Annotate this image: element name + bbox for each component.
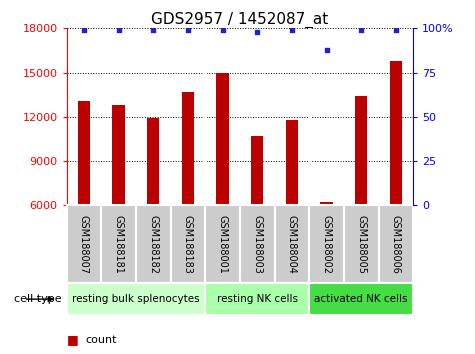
- Bar: [390, 61, 402, 205]
- Text: GSM188002: GSM188002: [322, 215, 332, 274]
- Text: GSM188003: GSM188003: [252, 215, 262, 274]
- Text: GSM188005: GSM188005: [356, 215, 366, 274]
- Bar: [101, 205, 136, 283]
- Bar: [182, 92, 194, 205]
- Bar: [147, 118, 159, 205]
- Text: activated NK cells: activated NK cells: [314, 294, 408, 304]
- Bar: [205, 283, 309, 315]
- Bar: [113, 105, 124, 205]
- Bar: [136, 205, 171, 283]
- Bar: [286, 120, 298, 205]
- Text: resting bulk splenocytes: resting bulk splenocytes: [72, 294, 200, 304]
- Point: [115, 27, 123, 33]
- Bar: [344, 205, 379, 283]
- Point: [218, 27, 227, 33]
- Text: GSM188181: GSM188181: [114, 215, 124, 274]
- Bar: [355, 96, 367, 205]
- Bar: [66, 205, 101, 283]
- Bar: [379, 205, 413, 283]
- Bar: [171, 205, 205, 283]
- Bar: [66, 283, 205, 315]
- Point: [80, 27, 88, 33]
- Point: [288, 27, 295, 33]
- Bar: [321, 202, 332, 205]
- Text: GSM188007: GSM188007: [79, 215, 89, 274]
- Text: GSM188006: GSM188006: [391, 215, 401, 274]
- Bar: [251, 136, 263, 205]
- Bar: [240, 205, 275, 283]
- Text: GSM188183: GSM188183: [183, 215, 193, 274]
- Bar: [217, 73, 228, 205]
- Point: [323, 47, 331, 52]
- Bar: [309, 283, 413, 315]
- Point: [358, 27, 365, 33]
- Text: ■: ■: [66, 333, 78, 346]
- Point: [254, 29, 261, 35]
- Bar: [78, 101, 90, 205]
- Text: cell type: cell type: [14, 294, 62, 304]
- Point: [392, 27, 400, 33]
- Text: GSM188001: GSM188001: [218, 215, 228, 274]
- Title: GDS2957 / 1452087_at: GDS2957 / 1452087_at: [151, 12, 329, 28]
- Point: [184, 27, 192, 33]
- Bar: [205, 205, 240, 283]
- Bar: [309, 205, 344, 283]
- Text: count: count: [86, 335, 117, 345]
- Text: GSM188004: GSM188004: [287, 215, 297, 274]
- Bar: [275, 205, 309, 283]
- Point: [149, 27, 157, 33]
- Text: GSM188182: GSM188182: [148, 215, 158, 274]
- Text: resting NK cells: resting NK cells: [217, 294, 298, 304]
